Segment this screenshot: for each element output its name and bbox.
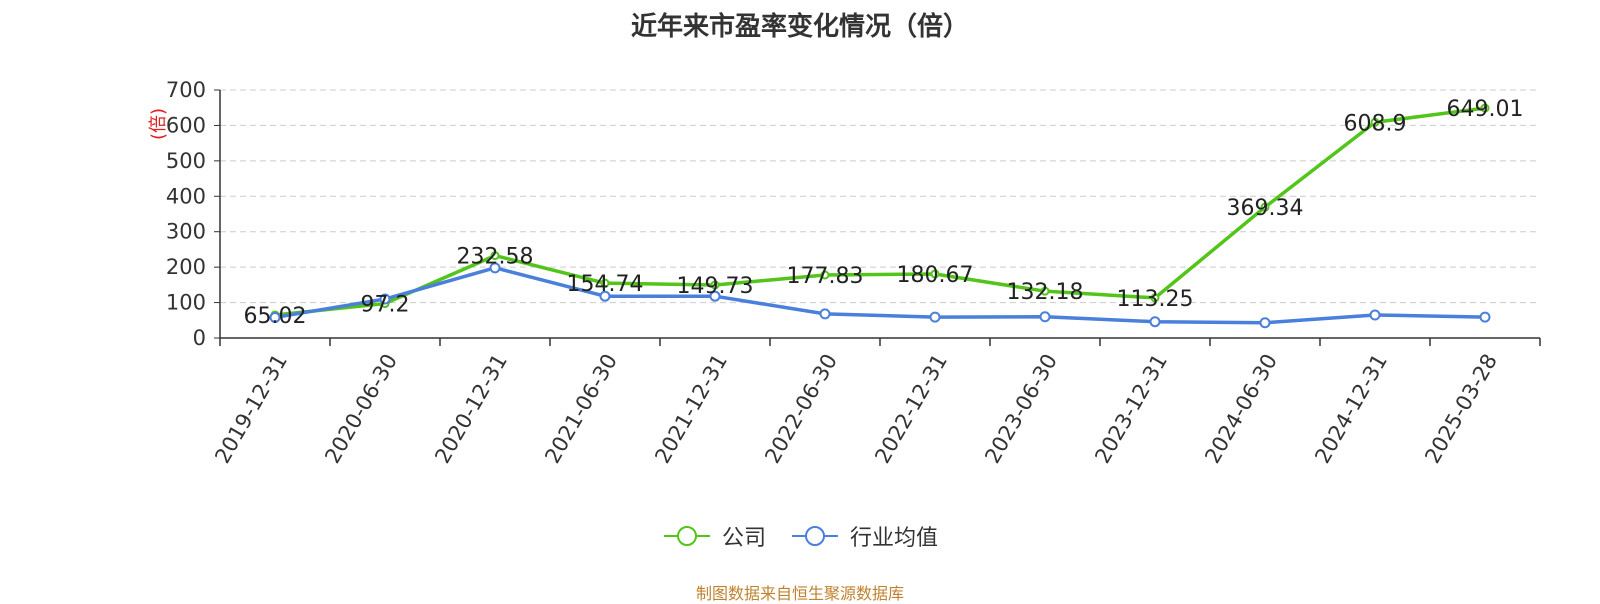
data-label: 97.2 — [361, 293, 410, 318]
industry-series-point — [379, 293, 391, 305]
legend-company-label: 公司 — [721, 526, 766, 551]
company-series-point — [710, 280, 720, 290]
industry-series-point — [709, 290, 721, 302]
y-tick-label: 0 — [193, 326, 206, 350]
legend-industry-label: 行业均值 — [850, 526, 939, 551]
y-tick-label: 400 — [166, 184, 206, 208]
x-tick-label: 2023-12-31 — [1090, 350, 1172, 468]
y-tick-label: 600 — [166, 113, 206, 137]
data-label: 180.67 — [897, 263, 974, 288]
chart-title: 近年来市盈率变化情况（倍） — [630, 12, 969, 42]
company-series-point — [820, 270, 830, 280]
company-series-point — [1040, 286, 1050, 296]
industry-series-point — [1149, 316, 1161, 328]
data-source: 制图数据来自恒生聚源数据库 — [695, 584, 904, 603]
data-label: 65.02 — [244, 304, 307, 329]
industry-series-point — [489, 262, 501, 274]
x-tick-label: 2021-06-30 — [540, 350, 622, 468]
data-label: 132.18 — [1007, 280, 1084, 305]
x-tick-label: 2023-06-30 — [980, 350, 1062, 468]
x-tick-label: 2021-12-31 — [650, 350, 732, 468]
company-series-point — [490, 251, 500, 261]
industry-series-line — [274, 266, 1486, 325]
data-label: 177.83 — [787, 264, 864, 289]
y-tick-label: 100 — [166, 291, 206, 315]
company-series-point — [1260, 202, 1270, 212]
data-label: 232.58 — [457, 245, 534, 270]
industry-series-point — [1479, 311, 1491, 323]
company-series-point — [1370, 117, 1380, 127]
company-series-line — [274, 106, 1486, 317]
legend-item-industry[interactable]: 行业均值 — [790, 520, 938, 552]
industry-series-point — [599, 290, 611, 302]
industry-series-point — [269, 311, 281, 323]
x-tick-label: 2020-12-31 — [430, 350, 512, 468]
legend: 公司 行业均值 — [0, 520, 1600, 552]
company-series-point — [1150, 293, 1160, 303]
x-tick-label: 2019-12-31 — [210, 350, 292, 468]
data-label: 149.73 — [677, 274, 754, 299]
industry-series-point — [929, 311, 941, 323]
x-tick-label: 2020-06-30 — [320, 350, 402, 468]
industry-series-point — [819, 308, 831, 320]
y-tick-label: 700 — [166, 78, 206, 102]
y-axis-label: (倍) — [148, 108, 169, 140]
company-series-point — [930, 269, 940, 279]
industry-series-point — [1039, 311, 1051, 323]
industry-series-point — [1369, 309, 1381, 321]
x-tick-label: 2024-12-31 — [1310, 350, 1392, 468]
data-label: 113.25 — [1117, 287, 1194, 312]
data-label: 369.34 — [1227, 196, 1304, 221]
legend-industry-marker — [792, 526, 838, 546]
x-tick-label: 2022-12-31 — [870, 350, 952, 468]
data-label: 608.9 — [1344, 111, 1407, 136]
y-tick-label: 300 — [166, 220, 206, 244]
legend-item-company[interactable]: 公司 — [662, 520, 766, 552]
x-tick-label: 2024-06-30 — [1200, 350, 1282, 468]
industry-series-point — [1259, 317, 1271, 329]
data-label: 154.74 — [567, 272, 644, 297]
x-tick-label: 2022-06-30 — [760, 350, 842, 468]
legend-company-marker — [663, 526, 710, 546]
data-label: 649.01 — [1447, 97, 1524, 122]
y-tick-label: 500 — [166, 149, 206, 173]
company-series-point — [1480, 103, 1490, 113]
x-tick-label: 2025-03-28 — [1420, 350, 1502, 468]
y-tick-label: 200 — [166, 255, 206, 279]
company-series-point — [600, 278, 610, 288]
